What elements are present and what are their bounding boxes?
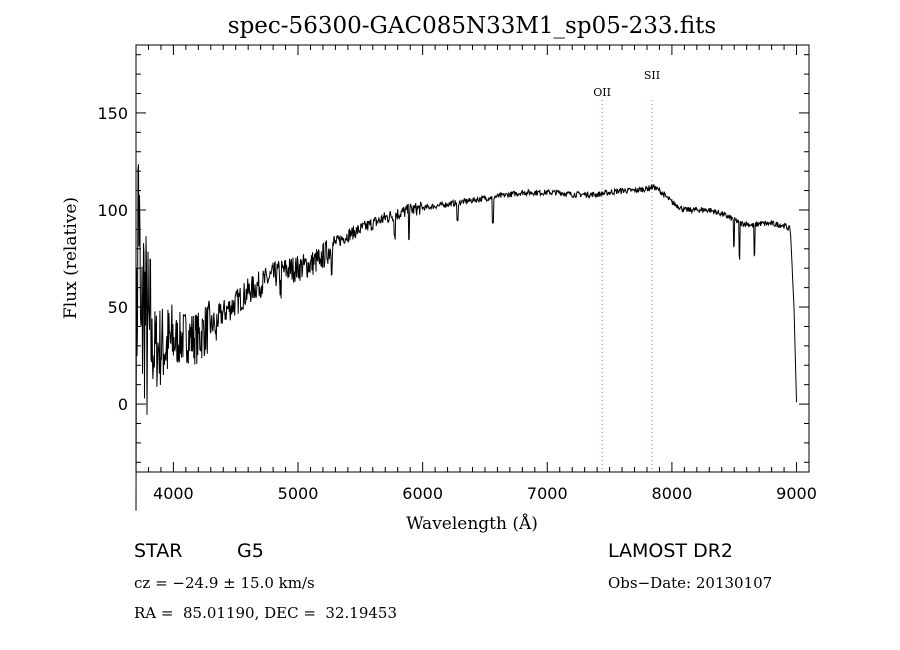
vline-label: SII [644,69,660,82]
emission-line-markers: OII SII [593,69,660,472]
plot-frame [135,44,810,473]
y-tick-label: 100 [97,201,128,220]
axis-ticks: 4000 5000 6000 7000 8000 9000 0 50 100 150 [97,45,817,503]
object-type: STAR [134,540,183,562]
x-axis-label: Wavelength (Å) [406,513,538,534]
spectrum-line [135,164,797,511]
cz-value: cz = −24.9 ± 15.0 km/s [134,574,315,592]
x-tick-label: 8000 [652,484,693,503]
y-tick-label: 0 [118,395,128,414]
y-axis-label: Flux (relative) [61,197,81,319]
spectral-subclass: G5 [237,540,264,562]
chart-title: spec-56300-GAC085N33M1_sp05-233.fits [228,13,716,39]
survey-name: LAMOST DR2 [608,540,733,562]
y-tick-label: 50 [108,298,128,317]
x-tick-label: 5000 [278,484,319,503]
y-tick-label: 150 [97,104,128,123]
x-tick-label: 4000 [153,484,194,503]
vline-label: OII [593,86,611,99]
observation-date: Obs−Date: 20130107 [608,574,773,592]
x-tick-label: 7000 [527,484,568,503]
coordinates: RA = 85.01190, DEC = 32.19453 [134,604,398,622]
x-tick-label: 6000 [402,484,443,503]
x-tick-label: 9000 [776,484,817,503]
